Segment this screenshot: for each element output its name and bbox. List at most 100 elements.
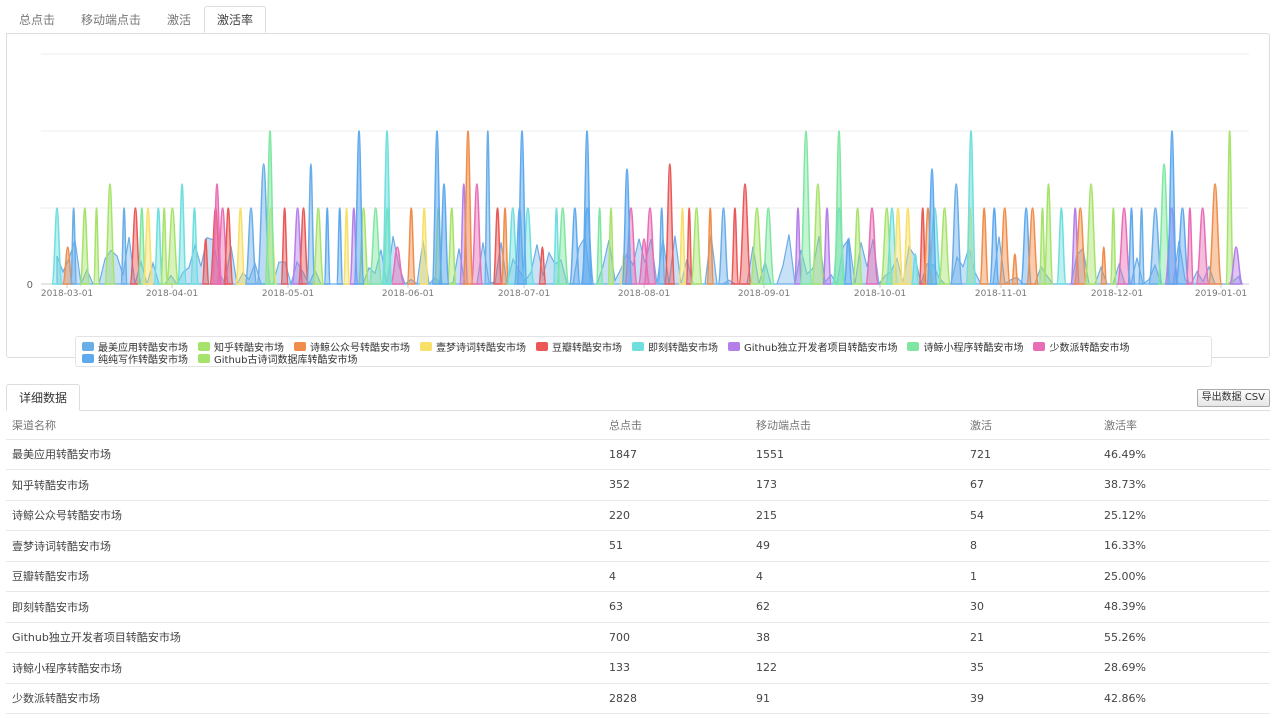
table-cell: 39: [964, 683, 1098, 714]
area-spike: [280, 207, 290, 285]
table-row: 诗鲸小程序转酷安市场 133 122 35 28.69%: [6, 652, 1270, 684]
area-spike: [822, 207, 832, 285]
legend-item[interactable]: 壹梦诗词转酷安市场: [420, 340, 526, 354]
area-spike: [965, 130, 977, 285]
x-tick-label: 2018-04-01: [146, 289, 198, 299]
area-spike: [446, 207, 457, 285]
table-cell: 豆瓣转酷安市场: [6, 561, 603, 592]
area-spike: [368, 207, 383, 285]
area-spike: [142, 207, 154, 285]
table-cell: 4: [750, 561, 964, 592]
legend-item[interactable]: 诗鲸小程序转酷安市场: [907, 340, 1023, 354]
area-spike: [1010, 253, 1019, 285]
area-spike: [1073, 207, 1088, 285]
area-spike: [1137, 207, 1146, 285]
chart-panel: 0 2018-03-01 2018-04-01 2018-05-01 2018-06-0…: [6, 33, 1270, 367]
legend-item[interactable]: 诗鲸公众号转酷安市场: [294, 340, 410, 354]
detail-table: 渠道名称 总点击 移动端点击 激活 激活率 最美应用转酷安市场 1847 1551 721 46…: [6, 411, 1270, 714]
area-spike: [793, 207, 803, 285]
area-spike: [568, 207, 581, 285]
column-header[interactable]: 激活: [964, 411, 1098, 440]
table-cell: 诗鲸公众号转酷安市场: [6, 500, 603, 531]
area-spike: [69, 207, 78, 285]
area-spike: [538, 246, 547, 285]
x-tick-label: 2018-09-01: [738, 289, 790, 299]
area-spike: [1207, 183, 1223, 285]
table-cell: 诗鲸小程序转酷安市场: [6, 652, 603, 684]
legend-item[interactable]: Github独立开发者项目转酷安市场: [728, 340, 897, 354]
column-header[interactable]: 渠道名称: [6, 411, 603, 440]
table-row: 即刻转酷安市场 63 62 30 48.39%: [6, 591, 1270, 623]
area-spike: [555, 207, 570, 285]
area-spike: [1109, 207, 1118, 285]
area-spike: [1084, 183, 1099, 285]
y-tick-label: 0: [27, 280, 33, 291]
legend-label: 知乎转酷安市场: [214, 342, 284, 354]
tab-2[interactable]: 激活: [167, 13, 192, 27]
area-spike: [1166, 130, 1178, 285]
table-cell: 46.49%: [1098, 439, 1270, 470]
table-cell: 133: [603, 652, 750, 684]
area-spike: [381, 130, 393, 285]
table-cell: 122: [750, 652, 964, 684]
area-spike: [979, 207, 990, 285]
area-spike: [902, 207, 914, 285]
tab-0[interactable]: 总点击: [19, 13, 56, 27]
x-tick-label: 2018-03-01: [41, 289, 93, 299]
table-cell: 8: [964, 530, 1098, 562]
area-spike: [1070, 207, 1081, 285]
legend-label: Github古诗词数据库转酷安市场: [214, 354, 358, 366]
area-spike: [406, 207, 417, 285]
area-spike: [120, 207, 129, 285]
chart-legend: 最美应用转酷安市场 知乎转酷安市场 诗鲸公众号转酷安市场 壹梦诗词转酷安市场 豆瓣转酷安…: [75, 336, 1212, 367]
legend-item[interactable]: 少数派转酷安市场: [1033, 340, 1130, 354]
export-csv-button[interactable]: 导出数据 CSV: [1196, 389, 1270, 407]
legend-item[interactable]: 知乎转酷安市场: [198, 340, 284, 354]
legend-item[interactable]: 豆瓣转酷安市场: [536, 340, 622, 354]
table-cell: 少数派转酷安市场: [6, 683, 603, 714]
area-spike: [211, 183, 223, 285]
column-header[interactable]: 总点击: [603, 411, 750, 440]
area-spike: [462, 130, 474, 285]
area-spike: [516, 130, 528, 285]
area-spike: [851, 207, 864, 285]
legend-item[interactable]: 即刻转酷安市场: [632, 340, 718, 354]
area-spike: [690, 207, 703, 285]
tab-detail-data[interactable]: 详细数据: [6, 384, 81, 411]
area-spike: [176, 183, 188, 285]
column-header[interactable]: 激活率: [1098, 411, 1270, 440]
table-cell: Github独立开发者项目转酷安市场: [6, 622, 603, 653]
table-cell: 25.12%: [1098, 500, 1270, 531]
column-header[interactable]: 移动端点击: [750, 411, 964, 440]
table-cell: 2828: [603, 683, 750, 714]
table-cell: 63: [603, 591, 750, 623]
tab-1[interactable]: 移动端点击: [81, 13, 142, 27]
table-cell: 壹梦诗词转酷安市场: [6, 530, 603, 562]
tab-3[interactable]: 激活率: [204, 6, 267, 33]
table-cell: 4: [603, 561, 750, 592]
area-spike: [1147, 207, 1164, 285]
legend-item[interactable]: 最美应用转酷安市场: [82, 340, 188, 354]
area-spike: [926, 168, 938, 285]
table-cell: 51: [603, 530, 750, 562]
area-spike: [438, 183, 450, 285]
area-spike: [1185, 207, 1195, 285]
table-cell: 最美应用转酷安市场: [6, 439, 603, 470]
area-spike: [1055, 207, 1067, 285]
table-cell: 352: [603, 469, 750, 501]
area-spike: [678, 207, 687, 285]
x-tick-label: 2018-11-01: [975, 289, 1027, 299]
area-series-background: [56, 234, 1242, 287]
area-spike: [323, 207, 332, 285]
legend-item[interactable]: 纯纯写作转酷安市场: [82, 352, 188, 366]
table-cell: 知乎转酷安市场: [6, 469, 603, 501]
legend-label: 少数派转酷安市场: [1049, 342, 1130, 354]
x-tick-label: 2018-06-01: [382, 289, 434, 299]
legend-item[interactable]: Github古诗词数据库转酷安市场: [198, 352, 358, 366]
area-spike: [864, 207, 880, 285]
area-spike: [879, 207, 894, 285]
table-cell: 42.86%: [1098, 683, 1270, 714]
metric-tabs: 总点击 移动端点击 激活 激活率: [6, 6, 267, 33]
area-spike: [470, 183, 484, 285]
area-spike: [581, 130, 593, 285]
